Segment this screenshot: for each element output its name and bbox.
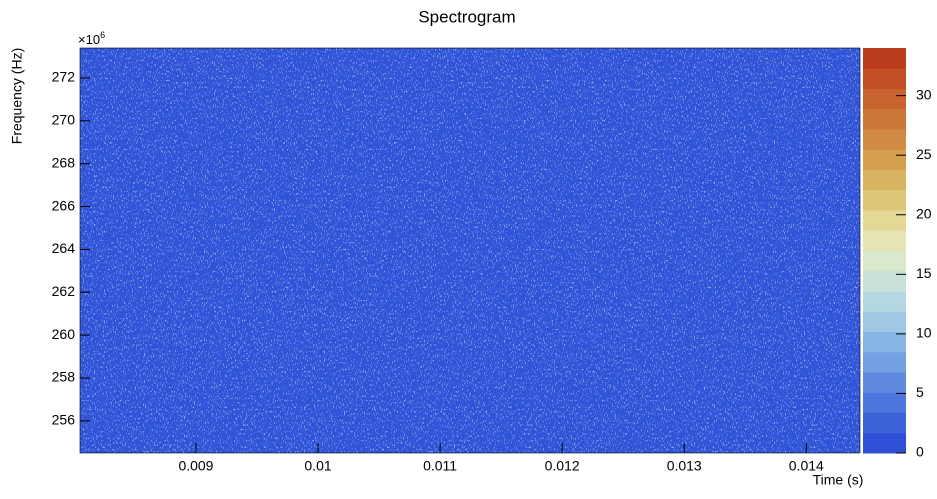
colorbar-band bbox=[863, 412, 906, 434]
colorbar-band bbox=[863, 189, 906, 211]
colorbar-band bbox=[863, 270, 906, 292]
colorbar-band bbox=[863, 129, 906, 150]
y-tick-label: 258 bbox=[52, 369, 76, 385]
y-multiplier-exp: 6 bbox=[100, 30, 105, 40]
colorbar-tick-label: 0 bbox=[916, 444, 924, 460]
x-axis-label: Time (s) bbox=[813, 472, 864, 488]
colorbar-band bbox=[863, 392, 906, 413]
colorbar-band bbox=[863, 432, 906, 454]
colorbar-tick-label: 5 bbox=[916, 384, 924, 400]
colorbar-band bbox=[863, 331, 906, 353]
plot-frame bbox=[79, 47, 861, 454]
colorbar-band bbox=[863, 108, 906, 130]
colorbar-band bbox=[863, 68, 906, 89]
y-tick-label: 260 bbox=[52, 326, 76, 342]
y-multiplier: ×106 bbox=[78, 30, 105, 47]
heatmap-noise bbox=[80, 48, 860, 453]
colorbar-band bbox=[863, 311, 906, 332]
y-tick-label: 264 bbox=[52, 240, 76, 256]
colorbar-band bbox=[863, 48, 906, 69]
colorbar-band bbox=[863, 230, 906, 251]
chart-title: Spectrogram bbox=[418, 7, 515, 26]
x-tick-label: 0.014 bbox=[789, 458, 824, 474]
colorbar-tick-label: 10 bbox=[916, 325, 932, 341]
x-tick-label: 0.013 bbox=[667, 458, 702, 474]
y-axis-label: Frequency (Hz) bbox=[9, 48, 25, 144]
x-tick-label: 0.011 bbox=[423, 458, 457, 474]
colorbar-tick-label: 25 bbox=[916, 146, 932, 162]
colorbar-tick-label: 30 bbox=[916, 86, 932, 102]
colorbar-band bbox=[863, 169, 906, 191]
y-tick-label: 272 bbox=[52, 69, 76, 85]
colorbar-tick-label: 15 bbox=[916, 265, 932, 281]
colorbar-band bbox=[863, 210, 906, 231]
colorbar-band bbox=[863, 351, 906, 373]
colorbar-band bbox=[863, 291, 906, 312]
colorbar-tick-label: 20 bbox=[916, 205, 932, 221]
colorbar-band bbox=[863, 250, 906, 272]
y-tick-label: 266 bbox=[52, 197, 76, 213]
y-multiplier-base: ×10 bbox=[78, 32, 100, 47]
x-tick-label: 0.009 bbox=[178, 458, 213, 474]
y-tick-label: 256 bbox=[52, 412, 76, 428]
y-tick-label: 268 bbox=[52, 154, 76, 170]
x-tick-label: 0.01 bbox=[304, 458, 331, 474]
y-tick-label: 270 bbox=[52, 112, 76, 128]
y-tick-label: 262 bbox=[52, 283, 76, 299]
colorbar-band bbox=[863, 149, 906, 170]
colorbar-band bbox=[863, 88, 906, 110]
colorbar-band bbox=[863, 372, 906, 393]
x-tick-label: 0.012 bbox=[545, 458, 580, 474]
